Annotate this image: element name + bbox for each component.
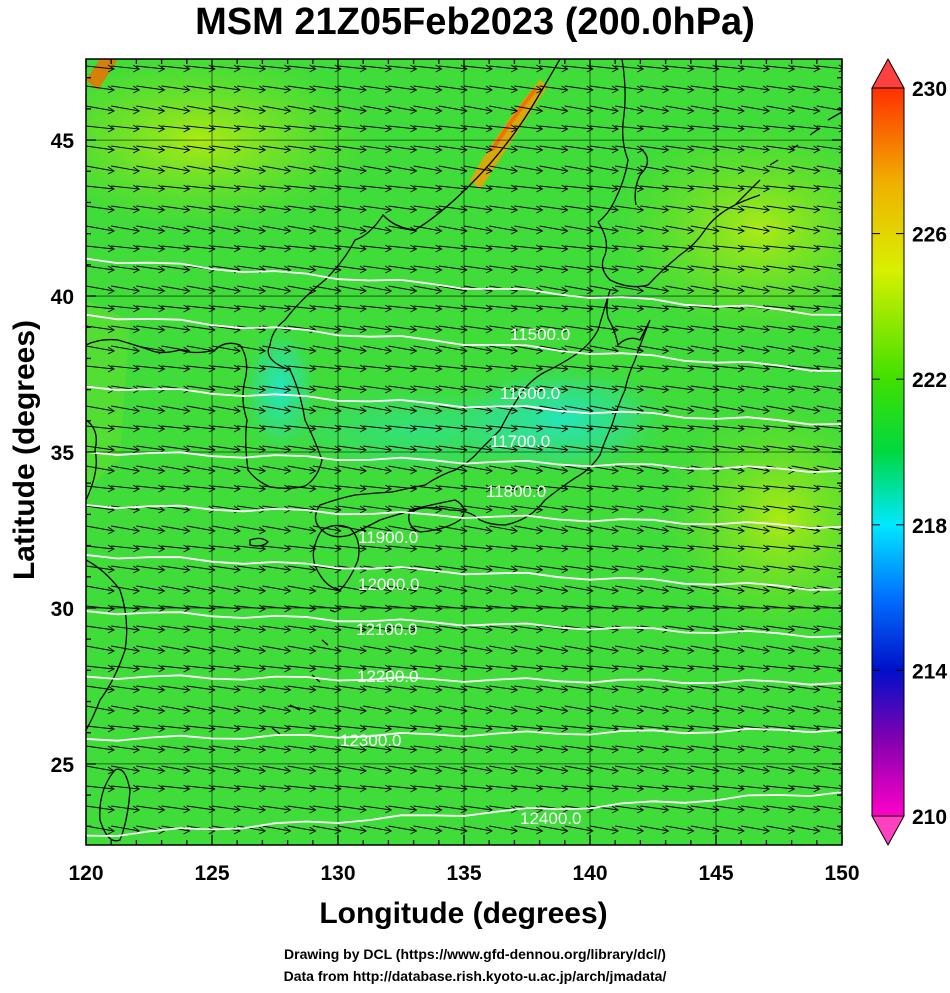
x-axis-label: Longitude (degrees) — [319, 897, 608, 930]
x-tick-label: 120 — [68, 862, 103, 885]
contour-label: 12300.0 — [340, 731, 401, 750]
y-tick-label: 40 — [51, 286, 74, 309]
height-contour-line — [86, 385, 842, 426]
y-tick-label: 25 — [51, 754, 75, 777]
contour-label: 12400.0 — [520, 809, 581, 828]
height-contour-line — [86, 674, 842, 686]
x-tick-label: 145 — [698, 862, 733, 885]
height-contour-line — [86, 791, 842, 837]
contour-label: 11800.0 — [486, 482, 546, 501]
y-tick-label: 30 — [51, 598, 74, 621]
x-tick-label: 125 — [194, 862, 229, 885]
contour-label: 11900.0 — [358, 528, 418, 547]
contour-label: 11600.0 — [500, 384, 560, 403]
contour-label: 12000.0 — [358, 575, 419, 594]
colorbar-tick-label: 218 — [912, 515, 947, 538]
height-contour-line — [86, 451, 842, 474]
axis-ticks — [85, 59, 843, 845]
x-tick-label: 130 — [320, 862, 355, 885]
colorbar-tick-label: 226 — [912, 224, 947, 247]
height-contours: 11500.0 11600.0 11700.0 11800.0 11900.0 12000… — [86, 257, 842, 837]
y-axis-label: Latitude (degrees) — [8, 319, 41, 581]
colorbar — [871, 57, 905, 847]
contour-label: 12200.0 — [357, 667, 418, 686]
y-tick-label: 35 — [51, 442, 75, 465]
colorbar-tick-label: 230 — [912, 78, 947, 101]
colorbar-upper-arrow — [871, 57, 905, 89]
contour-label: 11500.0 — [510, 325, 570, 344]
height-contour-line — [86, 313, 842, 372]
colorbar-tick-label: 214 — [912, 660, 947, 683]
map-title: MSM 21Z05Feb2023 (200.0hPa) — [195, 1, 755, 43]
y-tick-label: 45 — [51, 130, 75, 153]
temperature-shading — [86, 59, 842, 640]
contour-label: 12100.0 — [356, 620, 417, 639]
height-contour-line — [86, 504, 842, 530]
wind-vectors — [86, 64, 842, 845]
x-tick-label: 135 — [446, 862, 481, 885]
height-contour-line — [86, 554, 842, 591]
height-contour-line — [86, 610, 842, 639]
footer-credit-dcl: Drawing by DCL (https://www.gfd-dennou.o… — [284, 946, 666, 962]
contour-label: 11700.0 — [490, 432, 550, 451]
height-contour-line — [86, 727, 842, 742]
colorbar-tick-label: 210 — [912, 806, 947, 829]
colorbar-lower-arrow — [871, 815, 905, 847]
height-contour-line — [86, 257, 842, 316]
x-tick-label: 150 — [824, 862, 859, 885]
footer-credit-data: Data from http://database.rish.kyoto-u.a… — [283, 968, 667, 984]
x-tick-label: 140 — [572, 862, 607, 885]
colorbar-tick-label: 222 — [912, 369, 947, 392]
